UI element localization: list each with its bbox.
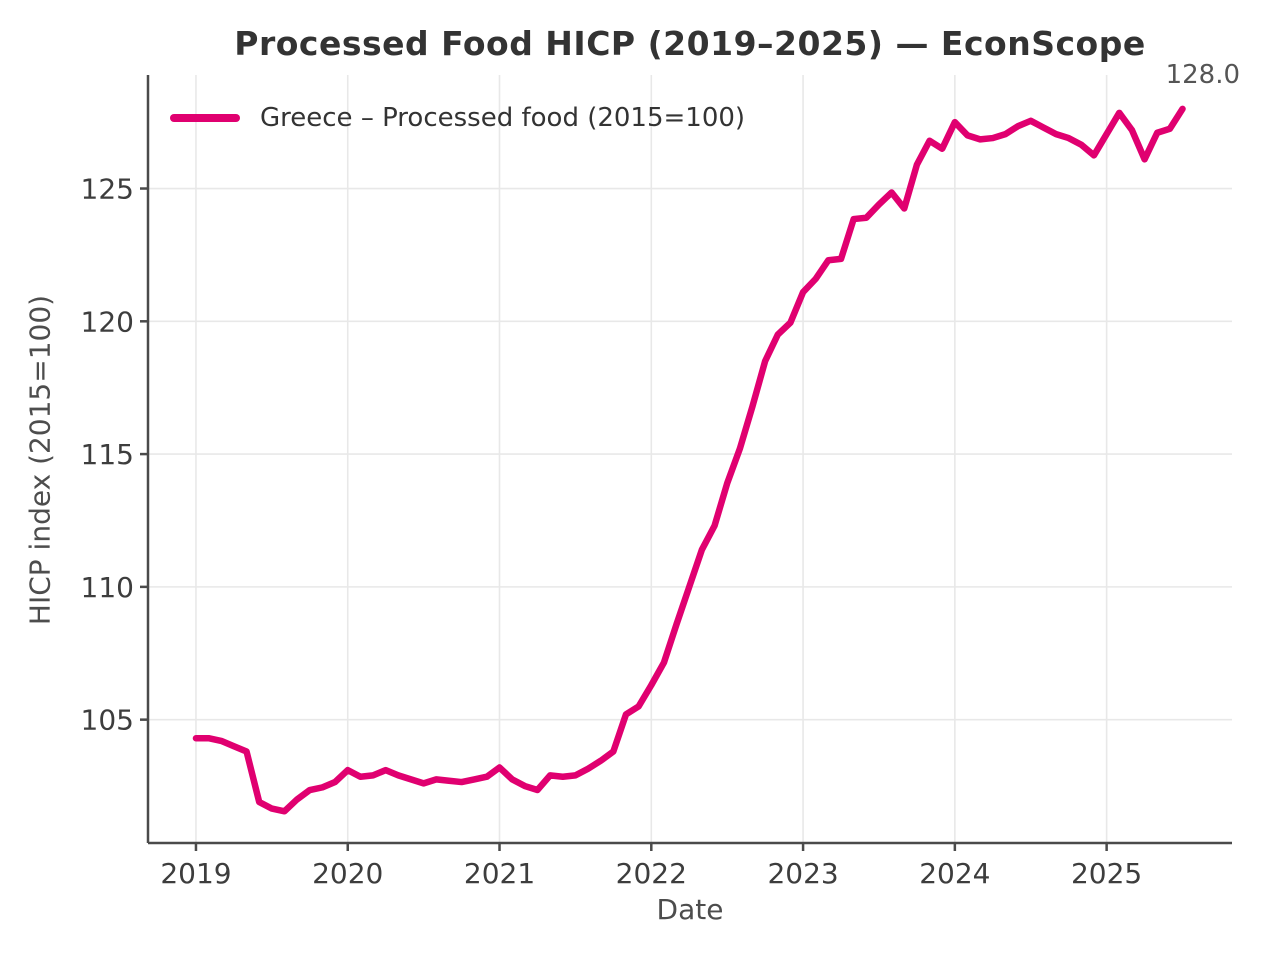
x-tick-label: 2021 bbox=[464, 857, 535, 890]
last-value-annotation: 128.0 bbox=[1165, 60, 1240, 90]
chart-title: Processed Food HICP (2019–2025) — EconSc… bbox=[234, 24, 1146, 63]
x-axis-label: Date bbox=[656, 893, 724, 926]
y-axis-label: HICP index (2015=100) bbox=[23, 294, 57, 626]
y-tick-label: 105 bbox=[81, 704, 134, 737]
x-tick-label: 2025 bbox=[1071, 857, 1142, 890]
series-line-greece-processed-food bbox=[192, 105, 1186, 815]
x-tick-label: 2024 bbox=[919, 857, 990, 890]
x-tick-label: 2019 bbox=[160, 857, 231, 890]
legend: Greece – Processed food (2015=100) bbox=[170, 103, 745, 133]
y-tick-label: 115 bbox=[81, 438, 134, 471]
y-tick-label: 125 bbox=[81, 173, 134, 206]
legend-line-swatch bbox=[170, 114, 240, 122]
x-tick-label: 2020 bbox=[312, 857, 383, 890]
x-tick-label: 2023 bbox=[767, 857, 838, 890]
legend-label: Greece – Processed food (2015=100) bbox=[260, 103, 746, 133]
y-tick-label: 120 bbox=[81, 305, 134, 338]
y-tick-label: 110 bbox=[81, 571, 134, 604]
x-tick-label: 2022 bbox=[616, 857, 687, 890]
